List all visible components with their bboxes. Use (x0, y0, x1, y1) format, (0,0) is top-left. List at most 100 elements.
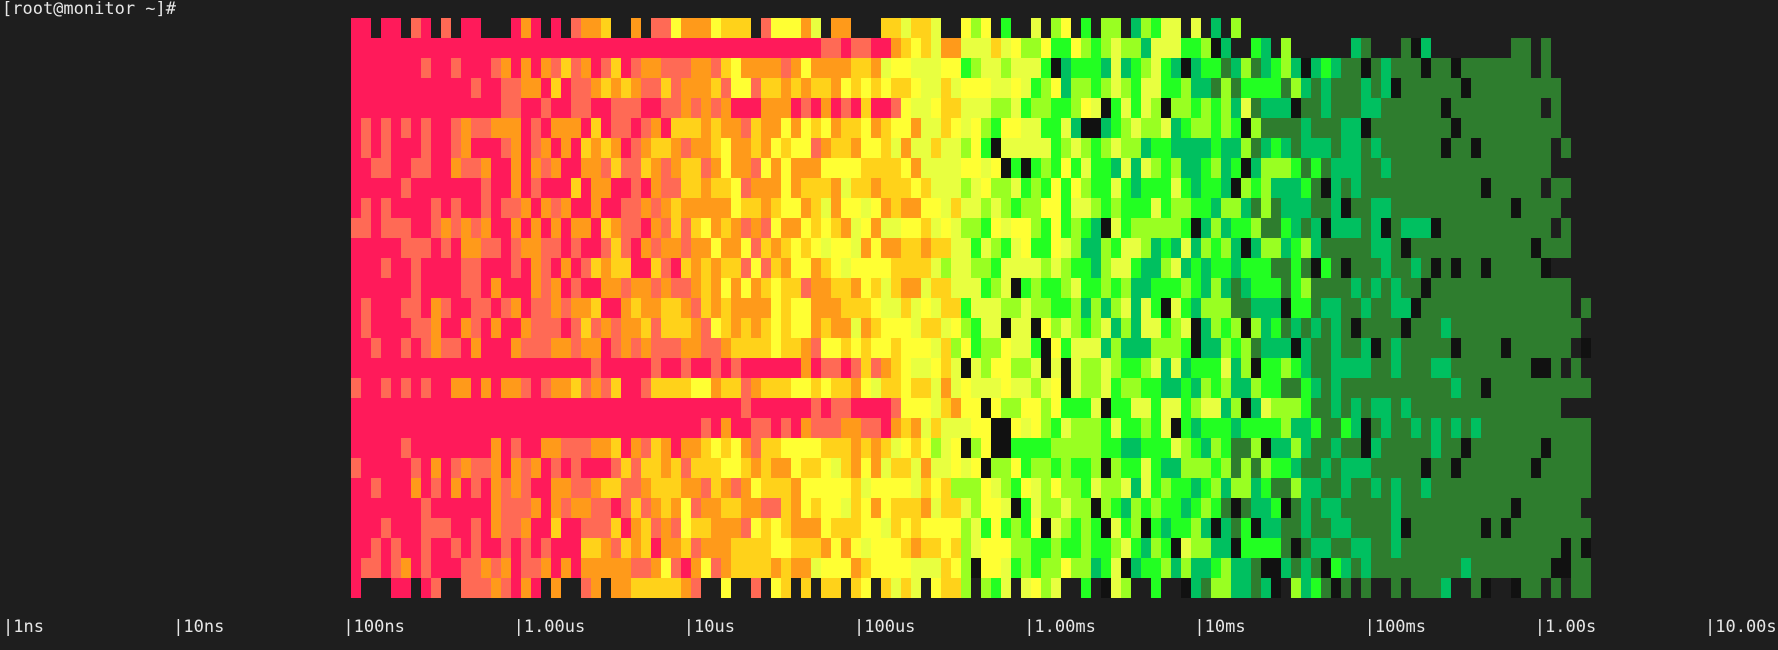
heatmap-cell (1281, 558, 1291, 578)
heatmap-cell (1211, 58, 1221, 78)
heatmap-cell (701, 558, 711, 578)
heatmap-cell (661, 418, 671, 438)
heatmap-cell (1161, 458, 1171, 478)
heatmap-cell (711, 538, 721, 558)
heatmap-cell (1251, 478, 1261, 498)
heatmap-cell (381, 458, 391, 478)
heatmap-cell (1111, 318, 1121, 338)
heatmap-cell (471, 338, 481, 358)
heatmap-cell (621, 238, 631, 258)
heatmap-cell (581, 398, 591, 418)
heatmap-cell (591, 318, 601, 338)
heatmap-cell (901, 578, 911, 598)
heatmap-cell (351, 578, 361, 598)
heatmap-cell (851, 238, 861, 258)
heatmap-cell (681, 378, 691, 398)
heatmap-cell (1021, 498, 1031, 518)
heatmap-cell (1411, 498, 1421, 518)
heatmap-cell (561, 278, 571, 298)
heatmap-cell (901, 378, 911, 398)
heatmap-cell (1021, 438, 1031, 458)
heatmap-cell (1071, 158, 1081, 178)
heatmap-cell (1221, 78, 1231, 98)
heatmap-cell (1331, 358, 1341, 378)
heatmap-cell (451, 538, 461, 558)
heatmap-cell (701, 298, 711, 318)
heatmap-cell (561, 38, 571, 58)
heatmap-cell (821, 298, 831, 318)
heatmap-cell (1311, 558, 1321, 578)
heatmap-cell (971, 418, 981, 438)
heatmap-cell (1241, 78, 1251, 98)
heatmap-cell (471, 98, 481, 118)
heatmap-cell (1501, 478, 1511, 498)
heatmap-cell (491, 138, 501, 158)
heatmap-cell (1351, 298, 1361, 318)
heatmap-cell (771, 418, 781, 438)
heatmap-cell (771, 18, 781, 38)
heatmap-cell (401, 238, 411, 258)
heatmap-cell (1521, 398, 1531, 418)
heatmap-cell (551, 458, 561, 478)
heatmap-cell (1471, 538, 1481, 558)
heatmap-cell (1371, 78, 1381, 98)
heatmap-cell (531, 318, 541, 338)
heatmap-cell (751, 578, 761, 598)
heatmap-cell (1381, 58, 1391, 78)
heatmap-cell (361, 438, 371, 458)
heatmap-cell (941, 138, 951, 158)
heatmap-cell (1161, 418, 1171, 438)
heatmap-cell (801, 158, 811, 178)
heatmap-cell (441, 518, 451, 538)
heatmap-cell (1231, 558, 1241, 578)
heatmap-cell (741, 458, 751, 478)
heatmap-cell (1021, 118, 1031, 138)
axis-tick-label: |1.00s (1534, 617, 1597, 637)
heatmap-cell (561, 378, 571, 398)
heatmap-cell (1241, 338, 1251, 358)
heatmap-cell (1581, 338, 1591, 358)
heatmap-cell (641, 418, 651, 438)
heatmap-cell (1431, 118, 1441, 138)
heatmap-cell (511, 178, 521, 198)
heatmap-cell (1151, 138, 1161, 158)
heatmap-cell (1131, 98, 1141, 118)
heatmap-cell (491, 518, 501, 538)
heatmap-cell (471, 258, 481, 278)
heatmap-cell (501, 178, 511, 198)
heatmap-cell (1461, 498, 1471, 518)
heatmap-cell (381, 498, 391, 518)
heatmap-cell (1081, 558, 1091, 578)
heatmap-cell (751, 558, 761, 578)
heatmap-cell (1371, 558, 1381, 578)
heatmap-cell (921, 558, 931, 578)
heatmap-cell (1421, 98, 1431, 118)
axis-tick-label: |10ns (173, 617, 225, 637)
heatmap-cell (891, 138, 901, 158)
heatmap-cell (941, 358, 951, 378)
heatmap-cell (1211, 378, 1221, 398)
heatmap-cell (481, 438, 491, 458)
heatmap-cell (701, 498, 711, 518)
heatmap-cell (821, 378, 831, 398)
heatmap-cell (1031, 458, 1041, 478)
heatmap-cell (1461, 218, 1471, 238)
heatmap-cell (1241, 578, 1251, 598)
heatmap-cell (1061, 178, 1071, 198)
heatmap-cell (791, 258, 801, 278)
heatmap-cell (551, 58, 561, 78)
heatmap-cell (1211, 178, 1221, 198)
heatmap-cell (511, 518, 521, 538)
heatmap-cell (741, 78, 751, 98)
heatmap-cell (1351, 138, 1361, 158)
heatmap-cell (411, 478, 421, 498)
heatmap-cell (1231, 478, 1241, 498)
heatmap-cell (1281, 278, 1291, 298)
heatmap-cell (1301, 138, 1311, 158)
heatmap-cell (521, 538, 531, 558)
heatmap-cell (601, 38, 611, 58)
heatmap-cell (1481, 278, 1491, 298)
heatmap-cell (681, 478, 691, 498)
heatmap-cell (981, 38, 991, 58)
